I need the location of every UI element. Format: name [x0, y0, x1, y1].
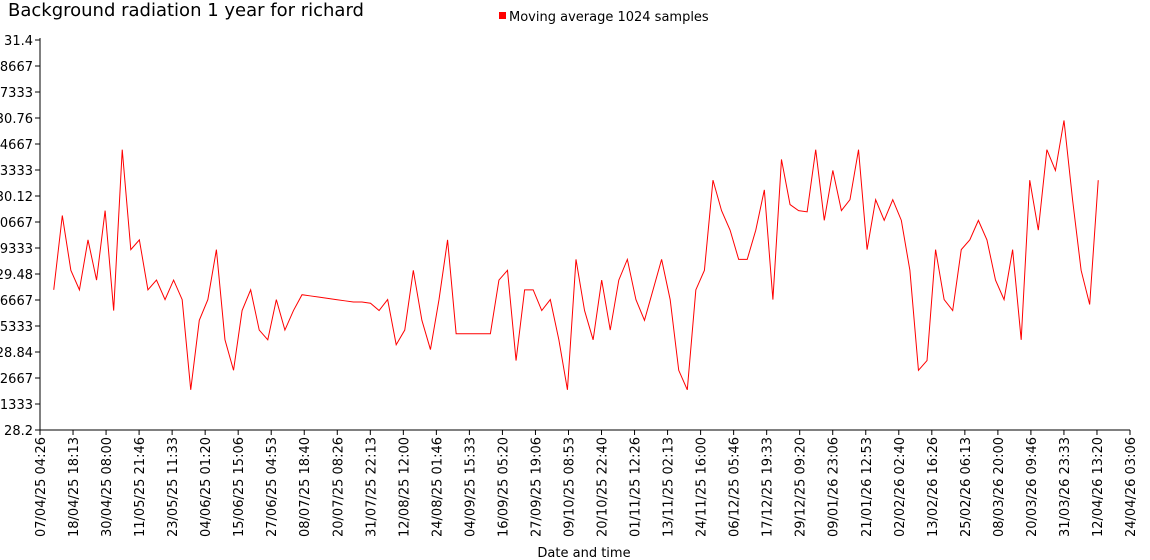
y-tick-label: 28.2 — [4, 424, 33, 439]
x-tick-label: 02/02/26 02:40 — [893, 437, 908, 537]
x-tick-label: 21/01/26 12:53 — [860, 437, 875, 537]
y-tick-label: 29.05333 — [0, 320, 33, 335]
x-tick-label: 01/11/25 12:26 — [629, 437, 644, 537]
x-tick-label: 06/12/25 05:46 — [728, 437, 743, 537]
x-tick-label: 29/12/25 09:20 — [794, 437, 809, 537]
x-tick-label: 13/02/26 16:26 — [926, 437, 941, 537]
x-tick-label: 27/06/25 04:53 — [265, 437, 280, 537]
x-tick-label: 09/01/26 23:06 — [827, 437, 842, 537]
x-tick-label: 08/07/25 18:40 — [298, 437, 313, 537]
x-tick-label: 25/02/26 06:13 — [959, 437, 974, 537]
x-tick-label: 12/04/26 13:20 — [1091, 437, 1106, 537]
y-tick-label: 31.4 — [4, 34, 33, 49]
y-tick-label: 30.97333 — [0, 86, 33, 101]
x-tick-label: 04/09/25 15:33 — [463, 437, 478, 537]
x-tick-label: 12/08/25 12:00 — [397, 437, 412, 537]
chart-title: Background radiation 1 year for richard — [8, 0, 364, 21]
y-tick-label: 28.41333 — [0, 398, 33, 413]
x-tick-label: 13/11/25 02:13 — [662, 437, 677, 537]
x-tick-label: 20/10/25 22:40 — [596, 437, 611, 537]
x-tick-label: 31/03/26 23:33 — [1058, 437, 1073, 537]
y-tick-label: 30.12 — [0, 190, 33, 205]
data-line — [53, 120, 1099, 390]
legend-swatch — [499, 12, 506, 19]
x-tick-label: 08/03/26 20:00 — [992, 437, 1007, 537]
x-tick-label: 24/08/25 01:46 — [430, 437, 445, 537]
y-tick-label: 30.54667 — [0, 138, 33, 153]
x-axis-label: Date and time — [537, 546, 630, 560]
x-tick-label: 20/07/25 08:26 — [331, 437, 346, 537]
y-tick-label: 28.84 — [0, 346, 33, 361]
y-tick-label: 31.18667 — [0, 60, 33, 75]
x-tick-label: 20/03/26 09:46 — [1025, 437, 1040, 537]
x-tick-label: 18/04/25 18:13 — [67, 437, 82, 537]
x-tick-label: 31/07/25 22:13 — [364, 437, 379, 537]
y-tick-label: 30.76 — [0, 112, 33, 127]
x-tick-label: 30/04/25 08:00 — [100, 437, 115, 537]
y-tick-label: 28.62667 — [0, 372, 33, 387]
x-tick-label: 24/11/25 16:00 — [695, 437, 710, 537]
x-tick-label: 16/09/25 05:20 — [496, 437, 511, 537]
y-tick-label: 29.26667 — [0, 294, 33, 309]
y-tick-label: 29.48 — [0, 268, 33, 283]
y-tick-label: 29.69333 — [0, 242, 33, 257]
y-tick-label: 29.90667 — [0, 216, 33, 231]
x-tick-label: 23/05/25 11:33 — [166, 437, 181, 537]
x-tick-label: 04/06/25 01:20 — [199, 437, 214, 537]
x-tick-label: 27/09/25 19:06 — [529, 437, 544, 537]
x-tick-label: 17/12/25 19:33 — [761, 437, 776, 537]
x-tick-label: 15/06/25 15:06 — [232, 437, 247, 537]
x-tick-label: 07/04/25 04:26 — [34, 437, 49, 537]
x-tick-label: 11/05/25 21:46 — [133, 437, 148, 537]
legend-label: Moving average 1024 samples — [509, 10, 709, 25]
x-tick-label: 24/04/26 03:06 — [1124, 437, 1139, 537]
y-tick-label: 30.33333 — [0, 164, 33, 179]
x-tick-label: 09/10/25 08:53 — [562, 437, 577, 537]
